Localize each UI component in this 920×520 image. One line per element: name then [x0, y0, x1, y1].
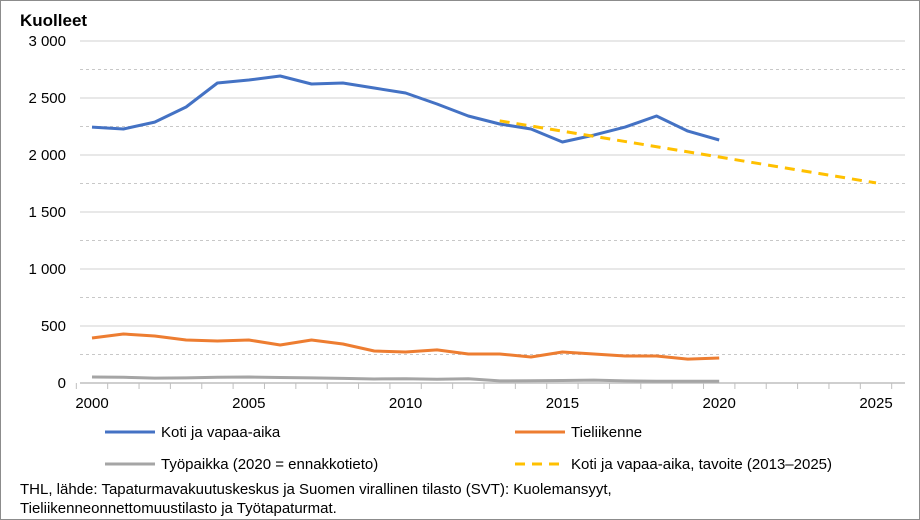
x-tick-label: 2015	[546, 395, 579, 412]
y-tick-label: 1 000	[28, 261, 66, 278]
series-line-2	[91, 375, 720, 383]
legend-label: Työpaikka (2020 = ennakkotieto)	[161, 456, 378, 473]
y-tick-label: 2 000	[28, 147, 66, 164]
x-tick-label: 2010	[389, 395, 422, 412]
legend-label: Koti ja vapaa-aika, tavoite (2013–2025)	[571, 456, 832, 473]
y-tick-label: 500	[41, 318, 66, 335]
source-line-2: Tieliikenneonnettomuustilasto ja Työtapa…	[20, 500, 337, 517]
x-tick-label: 2020	[703, 395, 736, 412]
legend-label: Tieliikenne	[571, 424, 642, 441]
legend-label: Koti ja vapaa-aika	[161, 424, 281, 441]
y-tick-label: 3 000	[28, 33, 66, 50]
x-tick-label: 2005	[232, 395, 265, 412]
y-tick-label: 2 500	[28, 90, 66, 107]
source-line-1: THL, lähde: Tapaturmavakuutuskeskus ja S…	[20, 481, 612, 498]
y-tick-label: 0	[58, 375, 66, 392]
series-line-1	[91, 332, 720, 361]
x-tick-label: 2025	[859, 395, 892, 412]
chart-title: Kuolleet	[20, 11, 87, 30]
series-line-3	[499, 119, 877, 185]
series-line-0	[91, 74, 720, 144]
source-note: THL, lähde: Tapaturmavakuutuskeskus ja S…	[20, 480, 900, 518]
y-tick-label: 1 500	[28, 204, 66, 221]
x-tick-label: 2000	[75, 395, 108, 412]
